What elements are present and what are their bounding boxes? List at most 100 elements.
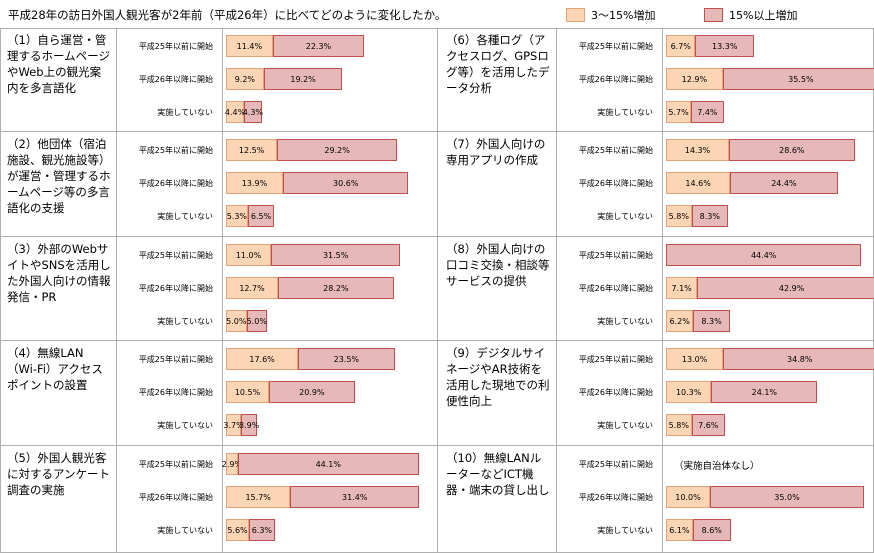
bar-segment-3-15: 12.9% bbox=[666, 68, 723, 90]
category-label: 平成26年以降に開始 bbox=[138, 179, 213, 188]
category-label: 実施していない bbox=[597, 108, 653, 117]
category-label: 平成25年以前に開始 bbox=[138, 146, 213, 155]
bar-segment-3-15: 11.0% bbox=[226, 244, 272, 266]
bar-segment-3-15: 3.7% bbox=[223, 414, 244, 436]
bar-segment-15plus: 13.3% bbox=[695, 35, 754, 57]
category-label: 平成25年以前に開始 bbox=[138, 460, 213, 469]
bar-segment-15plus: 24.4% bbox=[730, 172, 838, 194]
category-label: 平成25年以前に開始 bbox=[578, 251, 653, 260]
category-label: 平成26年以降に開始 bbox=[138, 75, 213, 84]
bar-segment-3-15: 4.4% bbox=[225, 101, 245, 123]
legend-label-3-15: 3～15%増加 bbox=[591, 9, 656, 22]
legend-swatch-15plus bbox=[704, 8, 723, 22]
bar-segment-15plus: 24.1% bbox=[711, 381, 818, 403]
bar-segment-15plus: 35.0% bbox=[710, 486, 864, 508]
bar-segment-3-15: 6.2% bbox=[666, 310, 694, 332]
category-label: 平成26年以降に開始 bbox=[578, 284, 653, 293]
bar-segment-3-15: 6.7% bbox=[666, 35, 696, 57]
bar-segment-3-15: 12.7% bbox=[226, 277, 279, 299]
grid-col-line bbox=[0, 28, 1, 553]
panel-label: （5）外国人観光客に対するアンケート調査の実施 bbox=[7, 451, 111, 497]
category-label: 平成25年以前に開始 bbox=[138, 355, 213, 364]
bar-segment-15plus: 31.4% bbox=[290, 486, 420, 508]
category-label: 実施していない bbox=[157, 317, 213, 326]
bar-segment-3-15: 10.5% bbox=[226, 381, 270, 403]
bar-segment-15plus: 20.9% bbox=[269, 381, 355, 403]
bar-segment-15plus: 35.5% bbox=[722, 68, 874, 90]
grid-col-line bbox=[437, 28, 438, 553]
grid-col-line bbox=[222, 28, 223, 553]
category-label: 平成26年以降に開始 bbox=[578, 388, 653, 397]
panel-label: （2）他団体（宿泊施設、観光施設等）が運営・管理するホームページ等の多言語化の支… bbox=[7, 137, 111, 215]
bar-segment-3-15: 5.3% bbox=[226, 205, 248, 227]
bar-segment-3-15: 5.6% bbox=[226, 519, 249, 541]
bar-segment-15plus: 6.5% bbox=[247, 205, 275, 227]
bar-segment-3-15: 9.2% bbox=[226, 68, 264, 90]
bar-segment-15plus: 8.6% bbox=[692, 519, 731, 541]
category-label: 平成25年以前に開始 bbox=[578, 42, 653, 51]
bar-segment-15plus: 8.3% bbox=[691, 205, 729, 227]
category-label: 平成25年以前に開始 bbox=[138, 251, 213, 260]
category-label: 実施していない bbox=[157, 421, 213, 430]
bar-segment-3-15: 14.3% bbox=[666, 139, 729, 161]
bar-segment-3-15: 12.5% bbox=[226, 139, 278, 161]
grid-col-line bbox=[116, 28, 117, 553]
bar-segment-15plus: 5.0% bbox=[246, 310, 267, 332]
category-label: 平成26年以降に開始 bbox=[578, 75, 653, 84]
legend-item-3-15: 3～15%増加 bbox=[566, 7, 655, 23]
category-label: 平成25年以前に開始 bbox=[578, 146, 653, 155]
bar-segment-3-15: 11.4% bbox=[226, 35, 273, 57]
bar-segment-15plus: 19.2% bbox=[263, 68, 343, 90]
bar-segment-3-15: 10.0% bbox=[666, 486, 710, 508]
category-label: 実施していない bbox=[597, 526, 653, 535]
bar-segment-15plus: 34.8% bbox=[723, 348, 874, 370]
bar-segment-15plus: 44.4% bbox=[666, 244, 862, 266]
bar-segment-3-15: 13.9% bbox=[226, 172, 283, 194]
category-label: 平成26年以降に開始 bbox=[138, 284, 213, 293]
bar-segment-3-15: 7.1% bbox=[666, 277, 698, 299]
category-label: 実施していない bbox=[597, 317, 653, 326]
category-label: 平成26年以降に開始 bbox=[578, 179, 653, 188]
category-label: 平成25年以前に開始 bbox=[578, 355, 653, 364]
bar-segment-3-15: 5.7% bbox=[666, 101, 692, 123]
bar-segment-15plus: 8.3% bbox=[693, 310, 730, 332]
panel-label: （1）自ら運営・管理するホームページやWeb上の観光案内を多言語化 bbox=[7, 33, 110, 95]
bar-segment-15plus: 29.2% bbox=[277, 139, 397, 161]
bar-segment-15plus: 7.6% bbox=[691, 414, 725, 436]
bar-segment-15plus: 23.5% bbox=[298, 348, 395, 370]
grid-col-line bbox=[556, 28, 557, 553]
bar-segment-15plus: 4.3% bbox=[243, 101, 263, 123]
category-label: 平成25年以前に開始 bbox=[578, 460, 653, 469]
bar-segment-15plus: 22.3% bbox=[272, 35, 365, 57]
category-label: 平成26年以降に開始 bbox=[578, 493, 653, 502]
category-label: 平成26年以降に開始 bbox=[138, 388, 213, 397]
bar-segment-15plus: 44.1% bbox=[237, 453, 419, 475]
bar-segment-3-15: 5.8% bbox=[666, 414, 692, 436]
no-data-note: （実施自治体なし） bbox=[674, 461, 760, 472]
bar-segment-3-15: 14.6% bbox=[666, 172, 731, 194]
bar-segment-3-15: 5.8% bbox=[666, 205, 692, 227]
bar-segment-15plus: 7.4% bbox=[691, 101, 724, 123]
bar-segment-3-15: 17.6% bbox=[226, 348, 299, 370]
panel-label: （8）外国人向けの口コミ交換・相談等サービスの提供 bbox=[446, 242, 550, 288]
panel-label: （9）デジタルサイネージやAR技術を活用した現地での利便性向上 bbox=[446, 346, 550, 408]
bar-segment-3-15: 6.1% bbox=[666, 519, 693, 541]
legend-item-15plus: 15%以上増加 bbox=[704, 7, 797, 23]
bar-segment-3-15: 5.0% bbox=[226, 310, 247, 332]
bar-segment-3-15: 13.0% bbox=[666, 348, 724, 370]
bar-segment-3-15: 15.7% bbox=[226, 486, 291, 508]
bar-segment-3-15: 2.9% bbox=[222, 453, 242, 475]
bar-segment-15plus: 6.3% bbox=[248, 519, 275, 541]
category-label: 実施していない bbox=[157, 526, 213, 535]
bar-segment-15plus: 42.9% bbox=[697, 277, 874, 299]
category-label: 平成25年以前に開始 bbox=[138, 42, 213, 51]
legend-label-15plus: 15%以上増加 bbox=[729, 9, 798, 22]
grid-col-line bbox=[662, 28, 663, 553]
category-label: 実施していない bbox=[157, 212, 213, 221]
bar-segment-15plus: 31.5% bbox=[271, 244, 401, 266]
panel-label: （7）外国人向けの専用アプリの作成 bbox=[446, 137, 546, 167]
bar-segment-15plus: 3.9% bbox=[239, 414, 259, 436]
bar-segment-15plus: 30.6% bbox=[282, 172, 409, 194]
category-label: 平成26年以降に開始 bbox=[138, 493, 213, 502]
legend-swatch-3-15 bbox=[566, 8, 585, 22]
